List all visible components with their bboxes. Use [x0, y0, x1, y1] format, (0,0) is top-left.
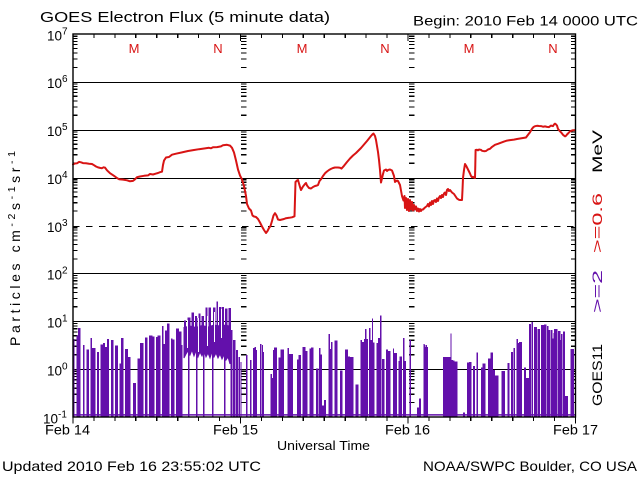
- svg-text:5: 5: [62, 122, 68, 133]
- svg-text:10: 10: [47, 316, 62, 331]
- svg-text:6: 6: [62, 74, 68, 85]
- svg-text:N: N: [380, 41, 389, 56]
- svg-text:M: M: [129, 41, 140, 56]
- svg-text:3: 3: [62, 218, 68, 229]
- svg-text:Feb 17: Feb 17: [553, 423, 598, 438]
- svg-text:>=2: >=2: [590, 270, 605, 313]
- svg-text:NOAA/SWPC Boulder, CO USA: NOAA/SWPC Boulder, CO USA: [423, 458, 638, 474]
- svg-text:GOES11: GOES11: [590, 344, 605, 406]
- svg-text:N: N: [548, 41, 557, 56]
- svg-text:Begin: 2010 Feb 14 0000 UTC: Begin: 2010 Feb 14 0000 UTC: [413, 14, 638, 29]
- svg-text:10: 10: [47, 220, 62, 235]
- svg-text:N: N: [213, 41, 222, 56]
- svg-text:Feb 16: Feb 16: [385, 423, 430, 438]
- svg-text:2: 2: [62, 266, 68, 277]
- svg-text:Updated 2010 Feb 16 23:55:02 U: Updated 2010 Feb 16 23:55:02 UTC: [2, 458, 261, 474]
- svg-text:0: 0: [62, 361, 68, 372]
- svg-text:Feb 15: Feb 15: [213, 423, 258, 438]
- svg-text:10: 10: [47, 124, 62, 139]
- svg-text:-1: -1: [58, 409, 67, 420]
- svg-text:MeV: MeV: [590, 130, 605, 173]
- svg-text:10: 10: [47, 268, 62, 283]
- svg-text:>=0.6: >=0.6: [590, 193, 605, 253]
- svg-text:M: M: [464, 41, 475, 56]
- svg-text:7: 7: [62, 26, 68, 37]
- svg-text:10: 10: [47, 28, 62, 43]
- svg-text:10: 10: [47, 76, 62, 91]
- svg-text:10: 10: [47, 172, 62, 187]
- svg-text:Universal Time: Universal Time: [277, 438, 370, 453]
- svg-text:Feb 14: Feb 14: [45, 423, 91, 438]
- svg-text:Particles cm-2s-1sr-1: Particles cm-2s-1sr-1: [6, 147, 23, 346]
- svg-text:10: 10: [43, 411, 58, 426]
- svg-text:M: M: [297, 41, 308, 56]
- svg-text:4: 4: [62, 170, 68, 181]
- svg-text:1: 1: [62, 314, 68, 325]
- svg-text:GOES Electron Flux (5 minute d: GOES Electron Flux (5 minute data): [40, 10, 330, 26]
- svg-text:10: 10: [47, 363, 62, 378]
